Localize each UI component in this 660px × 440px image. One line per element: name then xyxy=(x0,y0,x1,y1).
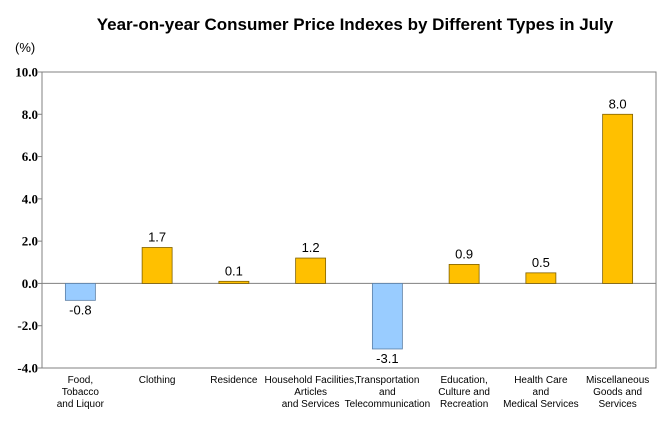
data-label: 0.9 xyxy=(455,246,473,261)
y-tick-label: 10.0 xyxy=(15,65,38,80)
bar xyxy=(218,280,250,284)
data-label: 0.5 xyxy=(532,255,550,270)
bar xyxy=(525,272,557,284)
bar xyxy=(448,263,480,284)
y-tick-label: -2.0 xyxy=(17,318,38,333)
y-tick-label: 2.0 xyxy=(22,234,38,249)
y-tick-label: 4.0 xyxy=(22,191,38,206)
category-label: Tobacco xyxy=(62,387,100,398)
data-label: 8.0 xyxy=(609,96,627,111)
category-label: Health Care xyxy=(514,375,568,386)
bar xyxy=(371,283,403,350)
data-labels-group: -0.8 1.7 0.1 1.2 -3.1 0.9 0.5 8.0 xyxy=(69,96,626,366)
category-label: Medical Services xyxy=(503,399,579,410)
y-tick-label: -4.0 xyxy=(17,361,38,376)
bars-group xyxy=(64,113,634,350)
category-label: Recreation xyxy=(440,399,488,410)
category-label: and xyxy=(379,387,396,398)
bar xyxy=(602,113,634,284)
category-label: Articles xyxy=(294,387,327,398)
category-label: and Liquor xyxy=(57,399,105,410)
category-label: Miscellaneous xyxy=(586,375,649,386)
category-label: Telecommunication xyxy=(345,399,431,410)
data-label: 1.2 xyxy=(302,240,320,255)
bar xyxy=(64,283,96,301)
category-label: Food, xyxy=(68,375,94,386)
category-label: Household Facilities, xyxy=(264,375,356,386)
category-label: Culture and xyxy=(438,387,490,398)
category-label: Services xyxy=(598,399,636,410)
category-label: Transportation xyxy=(355,375,419,386)
y-tick-label: 0.0 xyxy=(22,276,38,291)
data-label: 0.1 xyxy=(225,263,243,278)
y-axis: 10.0 8.0 6.0 4.0 2.0 0.0 -2.0 -4.0 xyxy=(15,65,42,376)
y-tick-label: 6.0 xyxy=(22,149,38,164)
y-tick-label: 8.0 xyxy=(22,107,38,122)
category-label: Clothing xyxy=(139,375,176,386)
data-label: -0.8 xyxy=(69,302,91,317)
category-label: and Services xyxy=(282,399,340,410)
bar xyxy=(295,257,327,284)
bar xyxy=(141,247,173,284)
y-unit-label: (%) xyxy=(15,40,35,55)
category-label: Education, xyxy=(440,375,487,386)
category-label: Goods and xyxy=(593,387,642,398)
data-label: 1.7 xyxy=(148,229,166,244)
plot-area-frame xyxy=(41,71,657,369)
chart-title: Year-on-year Consumer Price Indexes by D… xyxy=(97,15,614,34)
data-label: -3.1 xyxy=(376,351,398,366)
category-label: Residence xyxy=(210,375,258,386)
category-label: and xyxy=(533,387,550,398)
